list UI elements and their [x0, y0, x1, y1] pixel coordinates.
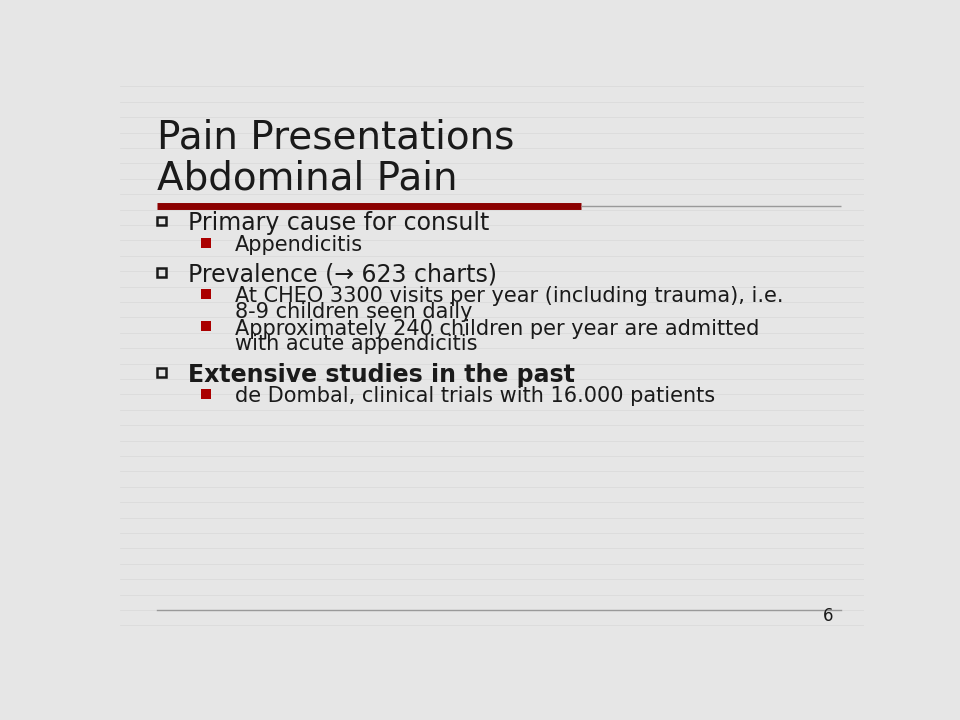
Text: At CHEO 3300 visits per year (including trauma), i.e.: At CHEO 3300 visits per year (including … [234, 287, 783, 307]
Text: Primary cause for consult: Primary cause for consult [188, 211, 490, 235]
Text: 8-9 children seen daily: 8-9 children seen daily [234, 302, 472, 322]
Text: de Dombal, clinical trials with 16.000 patients: de Dombal, clinical trials with 16.000 p… [234, 387, 715, 407]
Text: Prevalence (→ 623 charts): Prevalence (→ 623 charts) [188, 263, 497, 287]
Text: Appendicitis: Appendicitis [234, 235, 363, 255]
Bar [157, 217, 166, 225]
Bar [202, 289, 211, 299]
Text: 6: 6 [823, 608, 833, 626]
Bar [157, 369, 166, 377]
Bar [202, 238, 211, 248]
Text: Extensive studies in the past: Extensive studies in the past [188, 363, 575, 387]
Text: with acute appendicitis: with acute appendicitis [234, 334, 477, 354]
Bar [202, 389, 211, 399]
Text: Abdominal Pain: Abdominal Pain [157, 160, 458, 197]
Text: Pain Presentations: Pain Presentations [157, 119, 515, 157]
Bar [202, 321, 211, 331]
Text: Approximately 240 children per year are admitted: Approximately 240 children per year are … [234, 319, 759, 339]
Bar [157, 269, 166, 276]
